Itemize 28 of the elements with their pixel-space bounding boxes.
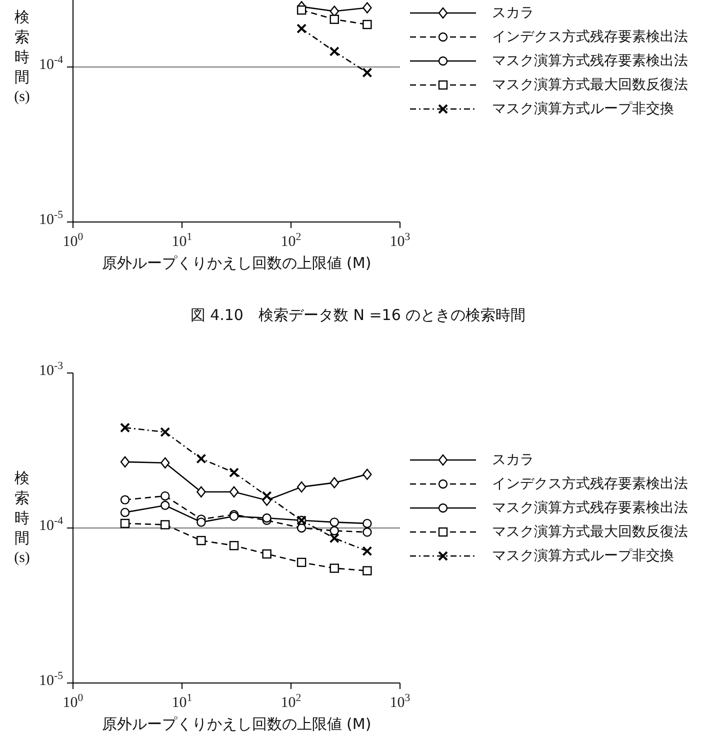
y-tick-label: 10$^{-5}$ xyxy=(39,209,63,228)
y-axis-title: 検索時間 (s) xyxy=(13,7,31,107)
legend-label: マスク演算方式ループ非交換 xyxy=(492,100,674,118)
y-tick-label: 10$^{-5}$ xyxy=(39,670,63,689)
caption: 図 4.10 検索データ数 N =16 のときの検索時間 xyxy=(189,304,527,326)
x-axis-title: 原外ループくりかえし回数の上限値 (M) xyxy=(102,254,372,272)
legend-label: マスク演算方式ループ非交換 xyxy=(492,547,674,565)
y-tick-label: 10$^{-4}$ xyxy=(39,54,64,73)
x-tick-label: 10$^{2}$ xyxy=(280,231,302,250)
x-tick-label: 10$^{2}$ xyxy=(280,692,302,711)
legend-label: スカラ xyxy=(492,451,534,469)
x-axis-title: 原外ループくりかえし回数の上限値 (M) xyxy=(102,715,372,733)
x-tick-label: 10$^{1}$ xyxy=(172,231,192,250)
legend-label: インデクス方式残存要素検出法 xyxy=(492,28,688,46)
legend-label: マスク演算方式残存要素検出法 xyxy=(492,52,688,70)
y-tick-label: 10$^{-3}$ xyxy=(39,360,63,379)
y-tick-label: 10$^{-4}$ xyxy=(39,515,64,534)
legend-label: マスク演算方式残存要素検出法 xyxy=(492,499,688,517)
legend-label: マスク演算方式最大回数反復法 xyxy=(492,523,688,541)
y-axis-title: 検索時間 (s) xyxy=(13,468,31,568)
x-tick-label: 10$^{3}$ xyxy=(390,231,410,250)
legend-label: インデクス方式残存要素検出法 xyxy=(492,475,688,493)
legend-label: マスク演算方式最大回数反復法 xyxy=(492,76,688,94)
x-tick-label: 10$^{0}$ xyxy=(62,692,84,711)
legend-label: スカラ xyxy=(492,4,534,22)
x-tick-label: 10$^{1}$ xyxy=(172,692,192,711)
x-tick-label: 10$^{0}$ xyxy=(62,231,84,250)
x-tick-label: 10$^{3}$ xyxy=(390,692,410,711)
